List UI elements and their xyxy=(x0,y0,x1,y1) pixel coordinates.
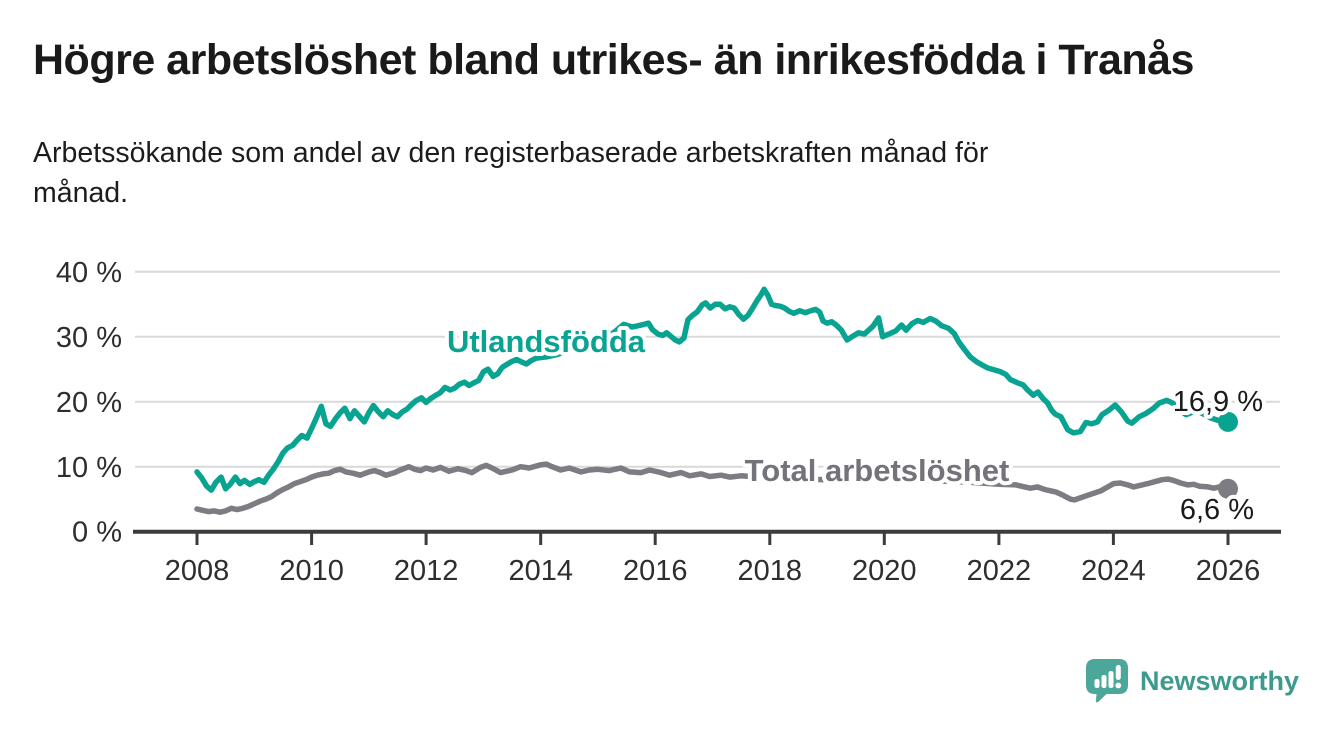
subtitle-line-1: Arbetssökande som andel av den registerb… xyxy=(33,137,989,169)
total-arbetsloshet-line xyxy=(194,461,1231,515)
total-arbetsloshet-end-value-label: 6,6 % xyxy=(1180,494,1254,526)
x-tick-label: 2026 xyxy=(1196,555,1261,587)
x-tick-label: 2020 xyxy=(852,555,917,587)
y-axis-labels: 40 % 30 % 20 % 10 % 0 % xyxy=(56,257,122,549)
x-tick-label: 2012 xyxy=(394,555,459,587)
x-axis-labels: 2008 2010 2012 2014 2016 2018 2020 2022 … xyxy=(165,555,1261,587)
newsworthy-logo-text: Newsworthy xyxy=(1140,666,1299,696)
x-tick-label: 2016 xyxy=(623,555,688,587)
y-tick-label: 10 % xyxy=(56,452,122,484)
total-arbetsloshet-series-label: Total arbetslöshet xyxy=(745,453,1010,488)
utlandsfodda-line xyxy=(194,286,1231,493)
x-tick-label: 2024 xyxy=(1081,555,1146,587)
x-tick-label: 2010 xyxy=(279,555,344,587)
newsworthy-logo-icon xyxy=(1086,659,1128,703)
utlandsfodda-end-dot xyxy=(1218,411,1238,432)
subtitle-line-2: månad. xyxy=(33,177,129,209)
newsworthy-logo: Newsworthy xyxy=(1086,659,1299,703)
y-tick-label: 20 % xyxy=(56,387,122,419)
gridlines xyxy=(135,270,1280,468)
x-tick-label: 2014 xyxy=(508,555,573,587)
y-tick-label: 30 % xyxy=(56,322,122,354)
x-axis xyxy=(133,529,1281,545)
total-arbetsloshet-end-dot xyxy=(1218,478,1238,499)
utlandsfodda-series-label: Utlandsfödda xyxy=(447,324,646,359)
x-tick-label: 2008 xyxy=(165,555,230,587)
page-title: Högre arbetslöshet bland utrikes- än inr… xyxy=(33,36,1194,84)
y-tick-label: 0 % xyxy=(72,517,122,549)
y-tick-label: 40 % xyxy=(56,257,122,289)
x-tick-label: 2018 xyxy=(738,555,803,587)
x-tick-label: 2022 xyxy=(967,555,1032,587)
chart-subtitle: Arbetssökande som andel av den registerb… xyxy=(33,133,988,213)
utlandsfodda-end-value-label: 16,9 % xyxy=(1173,386,1263,418)
